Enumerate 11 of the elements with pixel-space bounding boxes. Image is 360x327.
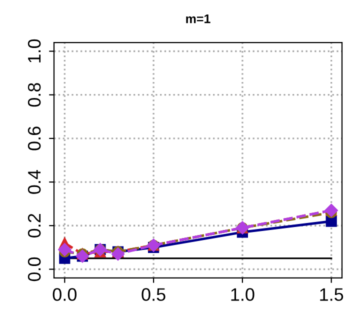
x-tick-label: 0.0: [52, 288, 77, 301]
x-tick-label: 1.0: [231, 288, 254, 301]
y-tick-label: 0.0: [28, 257, 41, 282]
y-tick-label: 1.0: [28, 39, 41, 62]
y-tick-label: 0.6: [28, 126, 41, 150]
y-tick-label: 0.2: [28, 214, 41, 238]
y-tick-label: 0.8: [28, 83, 41, 107]
x-tick-label: 1.5: [320, 288, 344, 301]
chart-title: m=1: [186, 14, 210, 24]
y-tick-label: 0.4: [28, 170, 41, 194]
x-tick-label: 0.5: [142, 288, 166, 301]
